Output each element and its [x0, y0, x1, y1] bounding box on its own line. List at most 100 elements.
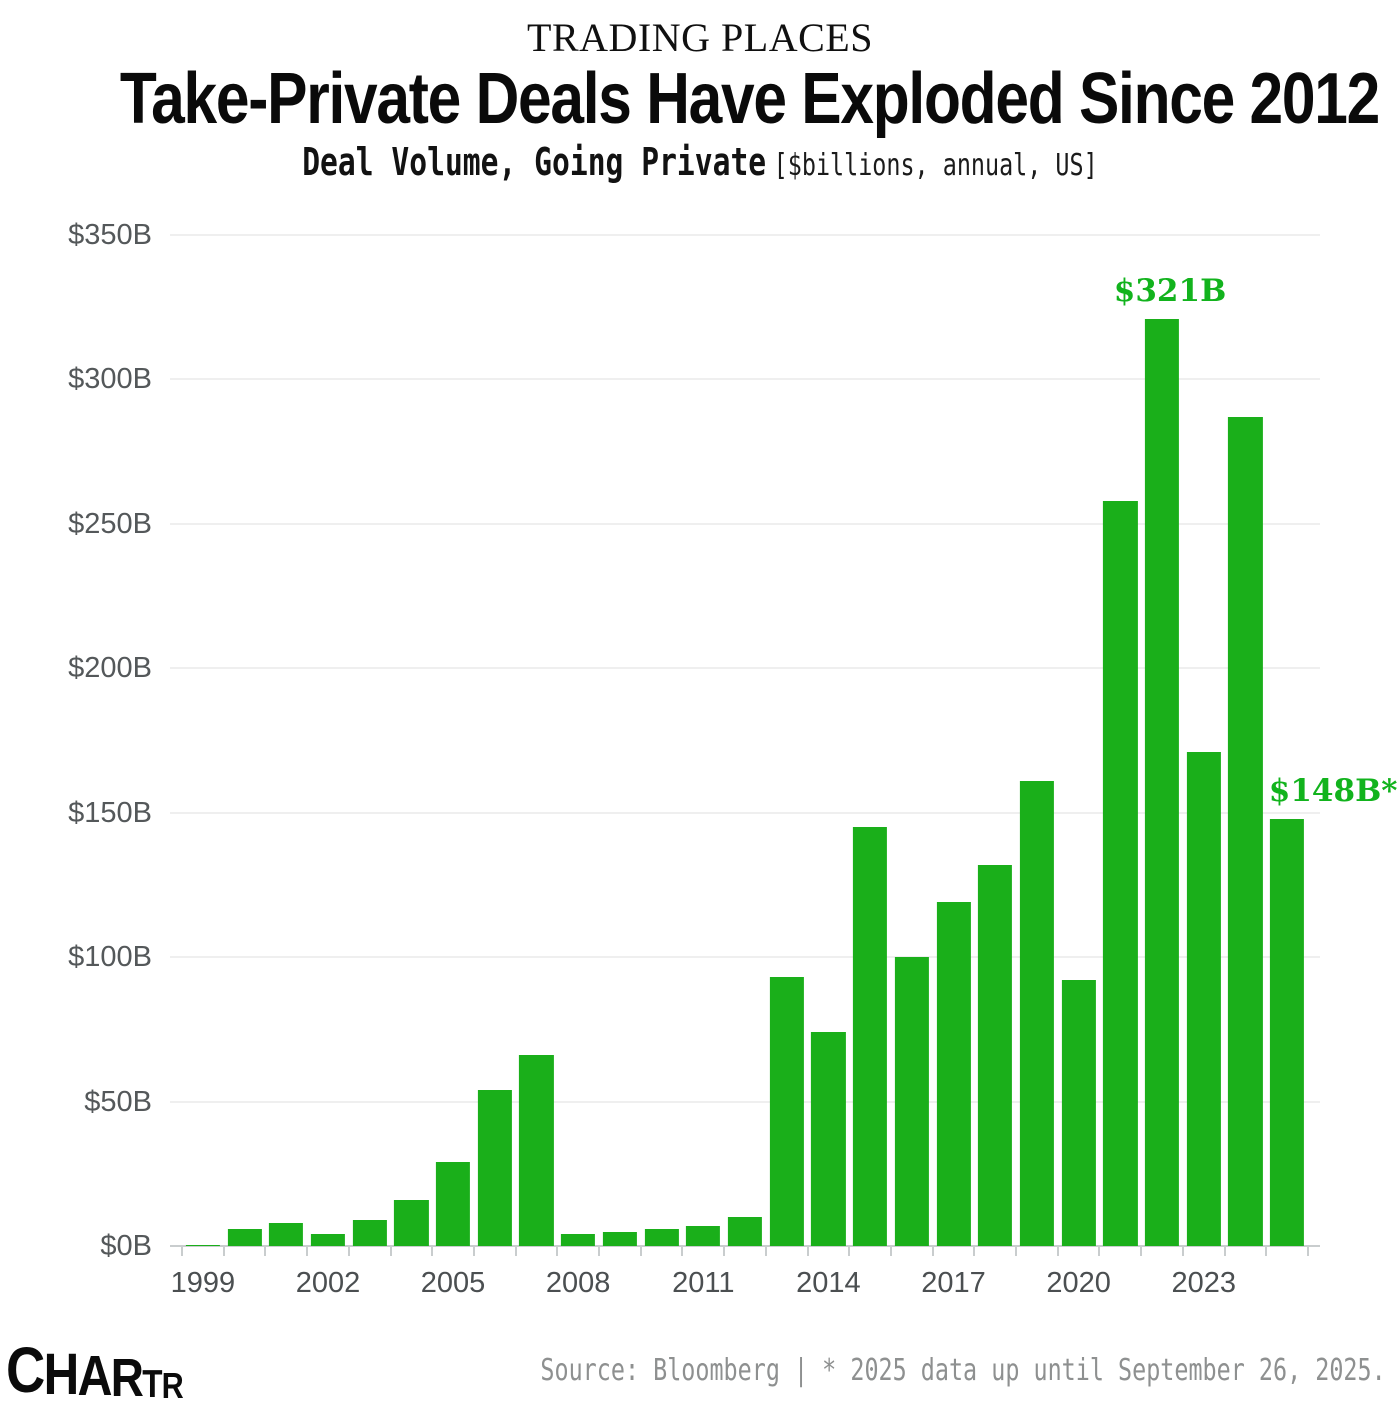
x-tick-label-2014: 2014 [796, 1267, 861, 1299]
headline: Take-Private Deals Have Exploded Since 2… [0, 58, 1400, 140]
bar-slot-2018 [974, 235, 1016, 1246]
logo-letter: H [43, 1342, 80, 1407]
annotation-2022: $321B [1113, 272, 1227, 309]
x-axis-tick [514, 1246, 517, 1256]
bar-2017 [936, 902, 971, 1246]
bar-2014 [811, 1032, 846, 1246]
subtitle-note: [$billions, annual, US] [773, 148, 1098, 183]
x-axis-tick [598, 1246, 601, 1256]
bar-2020 [1061, 980, 1096, 1246]
bar-2024 [1228, 416, 1263, 1246]
x-tick-label-2005: 2005 [420, 1267, 486, 1299]
bar-slot-2022 [1141, 235, 1183, 1246]
x-axis-line [170, 1245, 1320, 1247]
x-axis-tick [1056, 1246, 1059, 1256]
bar-2018 [978, 864, 1013, 1246]
x-axis-tick [222, 1246, 225, 1256]
bar-slot-2003 [349, 235, 391, 1246]
x-tick-label-2017: 2017 [921, 1267, 986, 1299]
bar-slot-2020 [1058, 235, 1100, 1246]
bar-2021 [1103, 500, 1138, 1246]
bar-slot-2005 [432, 235, 474, 1246]
bar-slot-2001 [265, 235, 307, 1246]
x-axis-tick [1307, 1246, 1309, 1256]
bar-2002 [310, 1234, 346, 1246]
bar-slot-2006 [474, 235, 516, 1246]
y-tick-label: $250B [68, 507, 152, 540]
x-tick-label-2020: 2020 [1046, 1267, 1111, 1299]
x-axis-tick [931, 1246, 934, 1256]
bar-slot-2000 [224, 235, 266, 1246]
y-tick-label: $150B [68, 796, 152, 829]
bar-2001 [269, 1222, 304, 1246]
x-axis-tick [848, 1246, 851, 1256]
y-tick-label: $200B [68, 652, 152, 685]
y-tick-label: $350B [68, 219, 152, 251]
bar-2007 [519, 1055, 554, 1246]
bar-2016 [894, 957, 929, 1246]
bar-slot-2016 [891, 235, 933, 1246]
gridline-200B [170, 667, 1320, 670]
gridline-350B [170, 234, 1320, 236]
x-axis-tick [1265, 1246, 1268, 1256]
bar-2010 [644, 1228, 679, 1246]
bar-2005 [435, 1162, 471, 1246]
x-axis-tick [889, 1246, 892, 1256]
y-tick-label: $50B [84, 1085, 152, 1118]
bar-slot-2014 [808, 235, 850, 1246]
bar-2019 [1019, 780, 1054, 1246]
subtitle: Deal Volume, Going Private [$billions, a… [0, 140, 1400, 184]
y-tick-label: $100B [68, 941, 152, 974]
bar-2000 [227, 1228, 262, 1246]
subtitle-main: Deal Volume, Going Private [302, 140, 767, 184]
x-axis-tick [1223, 1246, 1226, 1256]
x-axis-tick [681, 1246, 684, 1256]
bar-slot-2015 [849, 235, 891, 1246]
x-tick-label-2008: 2008 [545, 1267, 611, 1299]
gridline-300B [170, 378, 1320, 381]
bar-2008 [561, 1234, 596, 1246]
logo-letter: A [77, 1344, 113, 1408]
bar-2004 [394, 1199, 429, 1246]
x-axis-tick [1098, 1246, 1101, 1256]
bar-slot-2017 [933, 235, 975, 1246]
x-axis-tick [1181, 1246, 1184, 1256]
bar-slot-2004 [391, 235, 433, 1246]
bar-slot-2021 [1099, 235, 1141, 1246]
bar-slot-1999 [182, 235, 224, 1246]
y-tick-label: $0B [100, 1230, 152, 1262]
x-axis-tick [973, 1246, 976, 1256]
logo-letter: R [161, 1365, 184, 1406]
annotation-2025: $148B* [1268, 772, 1398, 809]
x-axis-tick [556, 1246, 559, 1256]
gridline-250B [170, 522, 1320, 525]
bar-slot-2008 [557, 235, 599, 1246]
logo-letter: C [6, 1334, 46, 1406]
x-axis-tick [764, 1246, 767, 1256]
bar-slot-2011 [682, 235, 724, 1246]
x-axis-tick [431, 1246, 434, 1256]
x-axis-tick [472, 1246, 475, 1256]
bar-2013 [769, 977, 804, 1246]
gridline-150B [170, 811, 1320, 814]
y-tick-label: $300B [68, 363, 152, 396]
headline-text: Take-Private Deals Have Exploded Since 2… [119, 59, 1380, 139]
bar-slot-2019 [1016, 235, 1058, 1246]
x-tick-label-2002: 2002 [295, 1267, 361, 1299]
x-axis-tick [723, 1246, 726, 1256]
source-note: Source: Bloomberg | * 2025 data up until… [302, 1353, 1386, 1388]
bar-slot-2007 [516, 235, 558, 1246]
x-axis-tick [306, 1246, 309, 1256]
bar-1999 [185, 1244, 220, 1246]
bar-2015 [853, 827, 888, 1246]
bar-slot-2002 [307, 235, 349, 1246]
x-axis-tick [347, 1246, 350, 1256]
bar-slot-2013 [766, 235, 808, 1246]
x-tick-label-2011: 2011 [672, 1267, 735, 1299]
plot-area: 1999 2002 2005 2008 2011 2014 2017 2020 2023 $321… [68, 220, 1397, 1299]
source-text: Source: Bloomberg | * 2025 data up until… [540, 1353, 1386, 1388]
bar-2025 [1270, 818, 1305, 1246]
bar-2011 [686, 1225, 721, 1246]
bar-2012 [727, 1217, 763, 1246]
x-axis-tick [639, 1246, 642, 1256]
